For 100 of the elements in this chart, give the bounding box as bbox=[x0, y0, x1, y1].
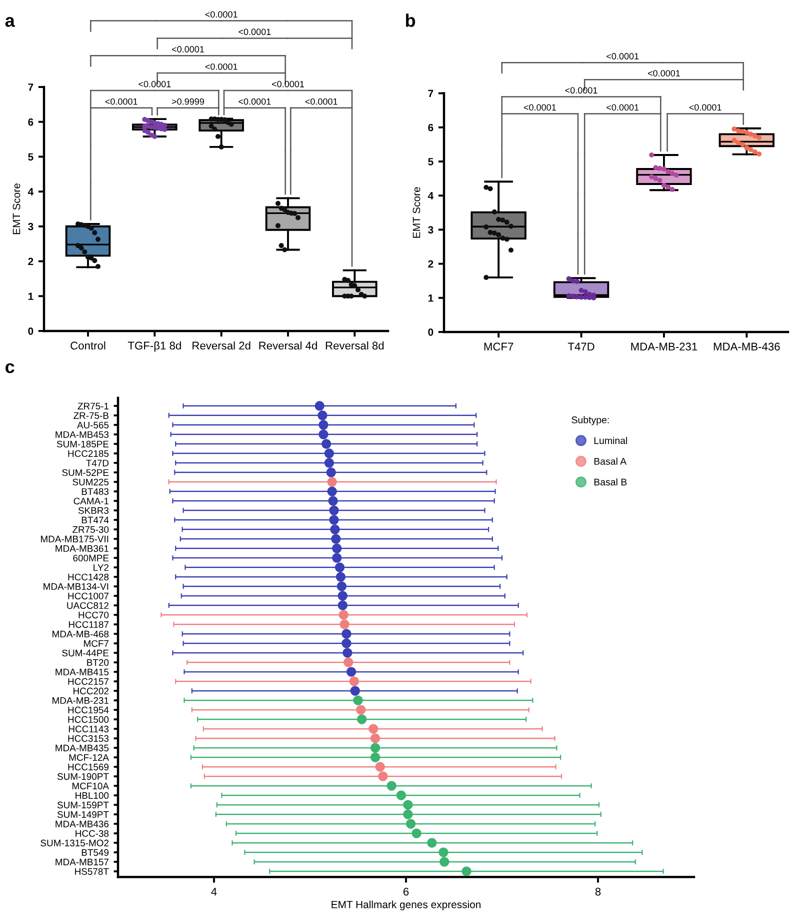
y-tick-label: BT474 bbox=[82, 516, 109, 524]
y-tick-label: HCC1500 bbox=[68, 716, 109, 723]
point bbox=[342, 629, 352, 639]
annotation: <0.0001 bbox=[565, 87, 598, 94]
point bbox=[342, 638, 352, 648]
point bbox=[406, 818, 416, 829]
y-tick-label: 2 bbox=[28, 258, 34, 266]
point bbox=[327, 486, 337, 496]
y-tick-label: MDA-MB415 bbox=[56, 668, 109, 676]
y-tick-label: MDA-MB157 bbox=[56, 858, 108, 866]
y-tick-label: SUM-149PT bbox=[57, 811, 109, 818]
y-tick-label: 2 bbox=[428, 260, 434, 268]
annotation: <0.0001 bbox=[105, 98, 138, 105]
point bbox=[427, 838, 437, 848]
y-axis-title: EMT Score bbox=[12, 183, 20, 234]
y-tick-label: MDA-MB134-VI bbox=[44, 583, 108, 590]
y-tick-label: 1 bbox=[28, 292, 34, 300]
annotation: <0.0001 bbox=[524, 104, 556, 111]
y-tick-label: 6 bbox=[28, 118, 34, 126]
chart-title: b bbox=[406, 14, 416, 27]
y-tick-label: HCC1569 bbox=[68, 764, 109, 770]
y-tick-label: HCC1187 bbox=[68, 621, 108, 628]
point bbox=[370, 733, 380, 744]
point bbox=[344, 658, 354, 668]
y-tick-label: SUM-190PT bbox=[57, 773, 109, 780]
y-tick-label: AU-565 bbox=[76, 422, 109, 428]
y-tick-label: 5 bbox=[28, 153, 34, 161]
y-tick-label: ZR75-1 bbox=[78, 402, 109, 410]
point bbox=[403, 800, 413, 810]
y-tick-label: HCC2185 bbox=[68, 450, 109, 457]
y-tick-label: 4 bbox=[28, 188, 34, 196]
x-tick-label: TGF-β1 8d bbox=[128, 341, 181, 352]
legend-title: Subtype: bbox=[572, 416, 609, 426]
y-axis-title: EMT Score bbox=[412, 187, 420, 238]
y-tick-label: HCC1007 bbox=[68, 592, 108, 600]
chart-title: c bbox=[6, 363, 14, 374]
y-tick-label: ZR-75-B bbox=[74, 412, 108, 419]
y-tick-label: SUM-159PT bbox=[57, 802, 109, 808]
point bbox=[338, 600, 348, 610]
y-tick-label: SUM-1315-MO2 bbox=[40, 840, 108, 846]
y-tick-label: HS578T bbox=[75, 868, 109, 875]
point bbox=[353, 695, 363, 706]
point bbox=[324, 458, 334, 468]
y-tick-label: BT20 bbox=[87, 659, 109, 666]
annotation: <0.0001 bbox=[305, 98, 338, 105]
y-tick-label: UACC812 bbox=[67, 602, 108, 609]
y-tick-label: HCC-38 bbox=[76, 830, 109, 837]
y-tick-label: 4 bbox=[428, 192, 434, 200]
point bbox=[370, 752, 380, 762]
point bbox=[336, 572, 346, 582]
y-tick-label: 600MPE bbox=[73, 554, 109, 562]
y-tick-label: MCF-12A bbox=[69, 754, 109, 761]
point bbox=[370, 742, 380, 753]
text: <0.0001 bbox=[648, 70, 680, 76]
y-tick-label: MDA-MB435 bbox=[56, 744, 109, 752]
y-tick-label: 6 bbox=[428, 124, 434, 132]
y-tick-label: HCC2157 bbox=[68, 678, 108, 685]
legend-label: Basal B bbox=[594, 478, 627, 486]
y-tick-label: 0 bbox=[428, 328, 434, 336]
point bbox=[321, 439, 332, 449]
x-tick-label: Reversal 8d bbox=[326, 341, 384, 350]
y-tick-label: SUM-44PE bbox=[62, 650, 109, 656]
text: <0.0001 bbox=[205, 11, 238, 18]
point bbox=[318, 410, 328, 420]
point bbox=[340, 620, 350, 630]
y-tick-label: SUM-52PE bbox=[62, 469, 109, 476]
x-axis-title: EMT Hallmark genes expression bbox=[332, 900, 480, 910]
point bbox=[332, 544, 342, 554]
annotation: <0.0001 bbox=[272, 80, 304, 88]
point bbox=[403, 809, 413, 820]
point bbox=[330, 524, 340, 534]
point bbox=[356, 714, 367, 724]
annotation: <0.0001 bbox=[238, 98, 271, 105]
point bbox=[318, 430, 328, 440]
point bbox=[336, 582, 347, 592]
text: <0.0001 bbox=[205, 63, 238, 70]
text: <0.0001 bbox=[238, 28, 271, 36]
y-tick-label: HCC202 bbox=[74, 688, 108, 694]
point bbox=[328, 496, 338, 506]
point bbox=[396, 790, 406, 800]
y-tick-label: 3 bbox=[428, 226, 434, 234]
y-tick-label: BT549 bbox=[82, 849, 109, 856]
legend-label: Luminal bbox=[594, 436, 627, 444]
point bbox=[350, 686, 360, 696]
x-tick-label: T47D bbox=[568, 342, 594, 350]
text: <0.0001 bbox=[172, 46, 204, 52]
y-tick-label: 3 bbox=[28, 222, 34, 230]
point bbox=[318, 420, 328, 430]
y-tick-label: 1 bbox=[428, 294, 434, 302]
y-tick-label: MDA-MB-468 bbox=[52, 630, 109, 638]
y-tick-label: T47D bbox=[86, 460, 109, 466]
x-tick-label: MDA-MB-231 bbox=[631, 342, 698, 351]
x-tick-label: 4 bbox=[211, 888, 217, 896]
x-tick-label: MDA-MB-436 bbox=[714, 342, 780, 351]
point bbox=[327, 477, 337, 487]
text: <0.0001 bbox=[606, 53, 639, 60]
y-tick-label: HCC1428 bbox=[68, 574, 109, 580]
y-tick-label: 5 bbox=[428, 158, 434, 166]
x-tick-label: MCF7 bbox=[484, 342, 514, 351]
y-tick-label: MDA-MB-231 bbox=[52, 697, 109, 704]
